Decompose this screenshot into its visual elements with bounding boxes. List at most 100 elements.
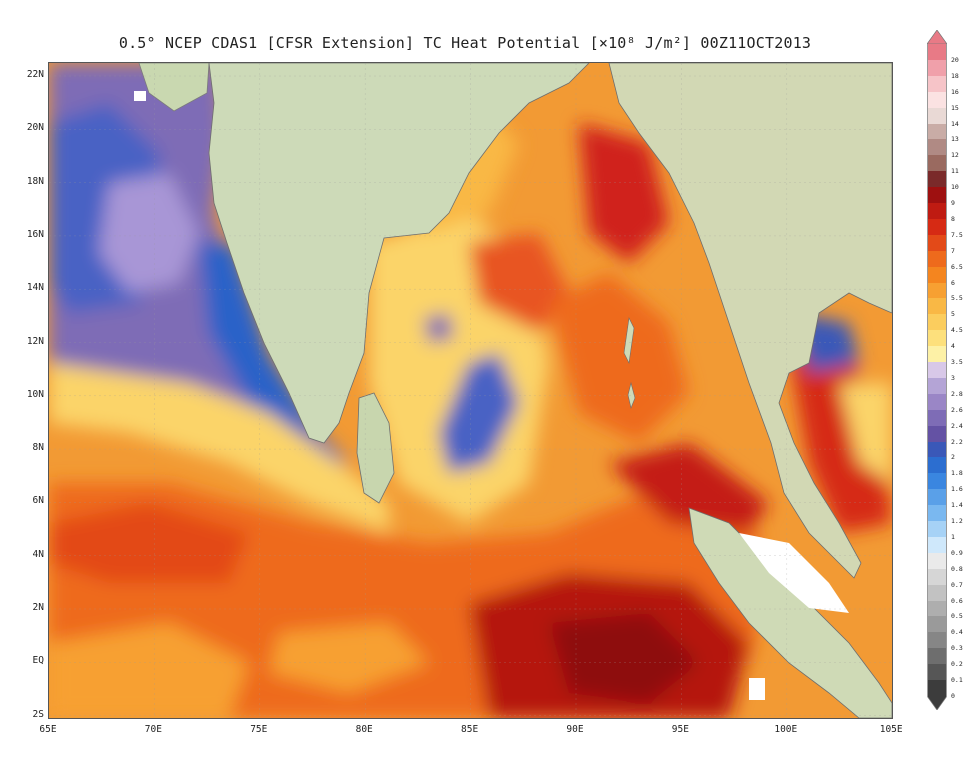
colorbar-tick-label: 8: [951, 214, 955, 223]
colorbar-segment: [927, 346, 947, 363]
colorbar-tick-label: 18: [951, 71, 959, 80]
colorbar-segment: [927, 218, 947, 236]
colorbar-segment: [927, 409, 947, 427]
colorbar-tick-label: 12: [951, 151, 959, 160]
colorbar-tick-label: 0.8: [951, 564, 963, 573]
colorbar-segment: [927, 552, 947, 570]
colorbar-tick-label: 15: [951, 103, 959, 112]
lat-tick-label: EQ: [32, 655, 44, 667]
lat-tick-label: 14N: [26, 282, 44, 294]
colorbar-segment: [927, 44, 947, 61]
colorbar-segment: [927, 171, 947, 188]
colorbar-tick-label: 0.4: [951, 628, 963, 637]
lat-tick-label: 6N: [32, 495, 44, 507]
colorbar-tick-label: 2.2: [951, 437, 963, 446]
colorbar-tick-label: 0: [951, 692, 955, 700]
lon-tick-label: 70E: [144, 724, 162, 735]
colorbar-tick-label: 0.1: [951, 676, 963, 685]
colorbar-segment: [927, 250, 947, 268]
colorbar-segment: [927, 489, 947, 506]
colorbar-segment: [927, 75, 947, 93]
lat-tick-label: 12N: [26, 335, 44, 347]
colorbar-tick-label: 13: [951, 135, 959, 144]
colorbar-segment: [927, 139, 947, 156]
colorbar-segment: [927, 59, 947, 77]
colorbar-segment: [927, 568, 947, 586]
colorbar-segment: [927, 616, 947, 633]
colorbar-tick-label: 2.6: [951, 405, 963, 414]
colorbar-tick-label: 5.5: [951, 294, 963, 303]
colorbar-segment: [927, 266, 947, 284]
colorbar-tick-label: 0.2: [951, 660, 963, 669]
colorbar-tick-label: 3.5: [951, 358, 963, 367]
lon-tick-label: 105E: [879, 724, 903, 735]
colorbar-tick-label: 1: [951, 532, 955, 541]
colorbar-segment: [927, 123, 947, 140]
colorbar-segment: [927, 314, 947, 331]
lat-tick-label: 18N: [26, 175, 44, 187]
colorbar-segment: [927, 298, 947, 315]
colorbar-tick-label: 1.6: [951, 485, 963, 494]
colorbar-segment: [927, 362, 947, 379]
colorbar-segment: [927, 330, 947, 347]
colorbar-tick-label: 7: [951, 246, 955, 255]
colorbar-segment: [927, 457, 947, 474]
colorbar-tick-label: 0.5: [951, 612, 963, 621]
colorbar-segment: [927, 521, 947, 538]
lon-tick-label: 95E: [671, 724, 689, 735]
lon-tick-label: 65E: [39, 724, 57, 735]
colorbar-segment: [927, 393, 947, 411]
lat-tick-label: 16N: [26, 228, 44, 240]
lon-tick-label: 75E: [250, 724, 268, 735]
map-grid: [49, 63, 892, 718]
colorbar-segment: [927, 441, 947, 459]
colorbar-tick-label: 7.5: [951, 230, 963, 239]
land-masses: [134, 63, 892, 718]
colorbar-segment: [927, 600, 947, 618]
lon-tick-label: 90E: [566, 724, 584, 735]
colorbar-segment: [927, 203, 947, 220]
colorbar-segment: [927, 536, 947, 554]
colorbar-segment: [927, 282, 947, 300]
lat-tick-label: 20N: [26, 122, 44, 134]
colorbar-tick-label: 2: [951, 453, 955, 462]
colorbar-segment: [927, 107, 947, 125]
colorbar-tick-label: 20: [951, 55, 959, 64]
heat-potential-map: [48, 62, 893, 719]
colorbar-segment: [927, 473, 947, 490]
colorbar-segment: [927, 425, 947, 443]
lon-tick-label: 80E: [355, 724, 373, 735]
colorbar-segment: [927, 91, 947, 109]
colorbar-tick-label: 1.2: [951, 517, 963, 526]
colorbar-tick-label: 5: [951, 310, 955, 319]
colorbar-tick-label: 0.6: [951, 596, 963, 605]
colorbar-tick-label: 9: [951, 199, 955, 208]
colorbar-segment: [927, 377, 947, 395]
colorbar-tick-label: 4: [951, 342, 955, 351]
colorbar-tick-label: 1.8: [951, 469, 963, 478]
lat-tick-label: 4N: [32, 548, 44, 560]
colorbar-segment: [927, 664, 947, 681]
colorbar-tick-label: 1.4: [951, 501, 963, 510]
colorbar-segment: [927, 680, 947, 697]
lat-tick-label: 8N: [32, 442, 44, 454]
lat-tick-label: 2N: [32, 602, 44, 613]
colorbar-tick-label: 0.9: [951, 548, 963, 557]
colorbar-segment: [927, 505, 947, 522]
colorbar-tick-label: 0.3: [951, 644, 963, 653]
lon-tick-label: 85E: [461, 724, 479, 735]
colorbar-segment: [927, 187, 947, 204]
colorbar-tick-label: 14: [951, 119, 959, 128]
colorbar-tick-label: 6.5: [951, 262, 963, 271]
lat-tick-label: 2S: [32, 708, 44, 720]
colorbar-segment: [927, 632, 947, 649]
colorbar-segment: [927, 155, 947, 172]
lon-tick-label: 100E: [774, 724, 798, 735]
colorbar-segment: [927, 648, 947, 665]
colorbar-tick-label: 2.4: [951, 421, 963, 430]
colorbar-segment: [927, 234, 947, 252]
colorbar: [927, 30, 947, 710]
colorbar-tick-label: 2.8: [951, 389, 963, 398]
lat-tick-label: 10N: [26, 388, 44, 400]
map-title: 0.5° NCEP CDAS1 [CFSR Extension] TC Heat…: [118, 34, 812, 52]
